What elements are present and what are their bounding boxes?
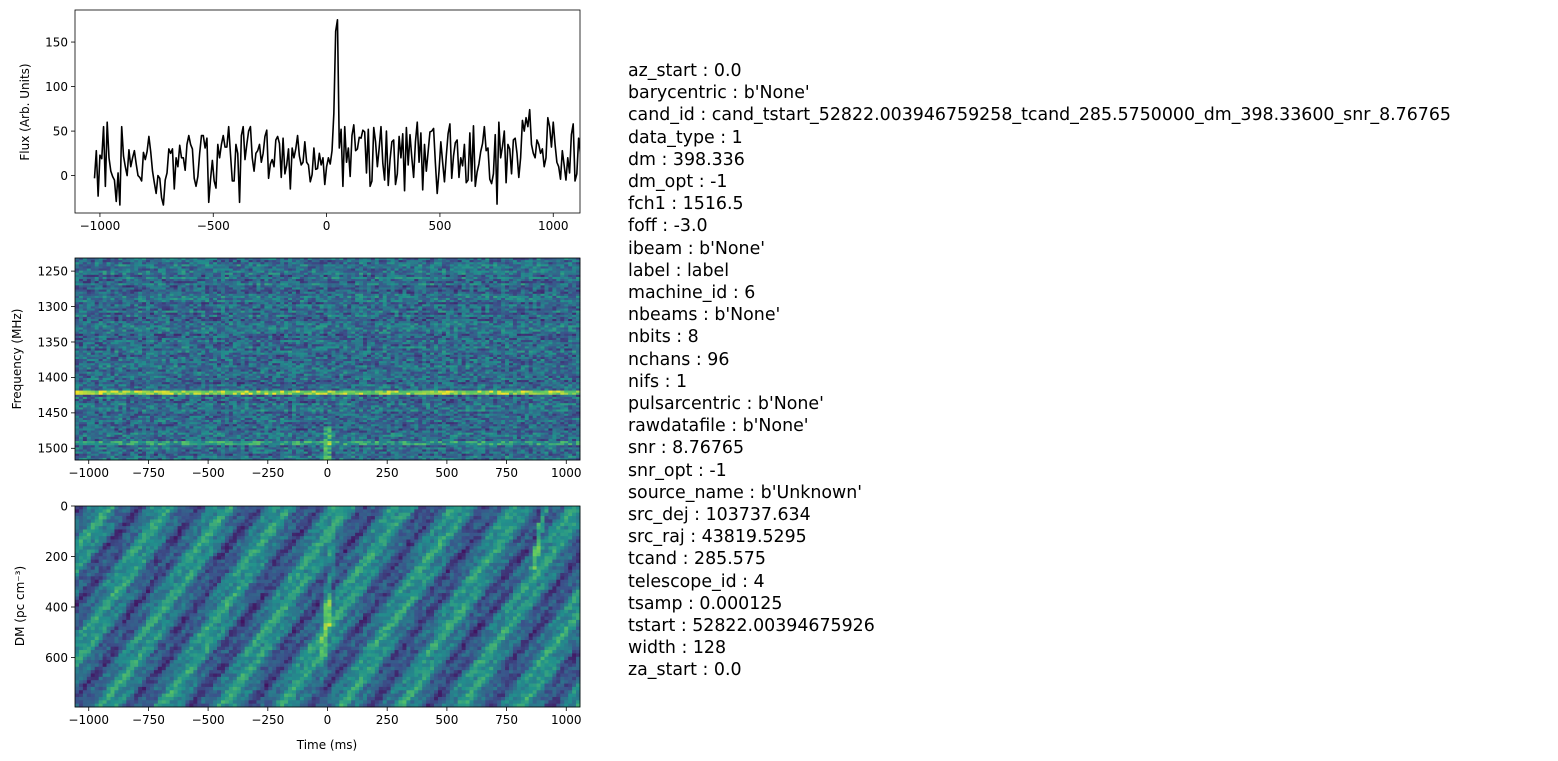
y-tick-label: 1450 (37, 406, 68, 420)
parameter-item: foff : -3.0 (628, 215, 1451, 237)
parameter-item: tcand : 285.575 (628, 548, 1451, 570)
x-tick-label: −250 (251, 713, 284, 727)
x-tick-label: 0 (323, 219, 331, 233)
frequency-y-axis-label: Frequency (MHz) (10, 309, 24, 410)
parameter-item: cand_id : cand_tstart_52822.003946759258… (628, 104, 1451, 126)
profile-y-axis-label: Flux (Arb. Units) (18, 63, 32, 160)
parameter-item: src_raj : 43819.5295 (628, 526, 1451, 548)
x-tick-label: −500 (192, 713, 225, 727)
x-tick-label: −500 (197, 219, 230, 233)
profile-y-ticks: 0 50 100 150 (45, 35, 75, 183)
x-tick-label: 750 (495, 713, 518, 727)
parameter-item: tstart : 52822.00394675926 (628, 615, 1451, 637)
y-tick-label: 400 (45, 600, 68, 614)
parameter-item: snr : 8.76765 (628, 437, 1451, 459)
frequency-y-ticks: 1250 1300 1350 1400 1450 1500 (37, 264, 75, 456)
parameter-item: fch1 : 1516.5 (628, 193, 1451, 215)
y-tick-label: 1400 (37, 371, 68, 385)
x-tick-label: 250 (376, 466, 399, 480)
x-tick-label: 1000 (551, 713, 582, 727)
parameter-item: az_start : 0.0 (628, 60, 1451, 82)
profile-axes-frame (74, 9, 581, 214)
x-tick-label: −1000 (68, 713, 109, 727)
dm-time-heatmap (75, 506, 581, 708)
parameter-item: nchans : 96 (628, 349, 1451, 371)
y-tick-label: 0 (60, 499, 68, 513)
parameter-item: dm : 398.336 (628, 149, 1451, 171)
x-tick-label: −1000 (68, 466, 109, 480)
parameter-item: data_type : 1 (628, 127, 1451, 149)
x-tick-label: 500 (435, 713, 458, 727)
profile-series-line (93, 18, 580, 206)
parameter-item: pulsarcentric : b'None' (628, 393, 1451, 415)
x-tick-label: 0 (324, 713, 332, 727)
y-tick-label: 1250 (37, 264, 68, 278)
y-tick-label: 100 (45, 80, 68, 94)
parameter-item: source_name : b'Unknown' (628, 482, 1451, 504)
y-tick-label: 0 (60, 169, 68, 183)
parameter-item: snr_opt : -1 (628, 460, 1451, 482)
x-tick-label: 1000 (538, 219, 569, 233)
frequency-x-ticks: −1000 −750 −500 −250 0 250 500 750 1000 (68, 460, 582, 480)
dm-x-axis-label: Time (ms) (296, 738, 358, 752)
y-tick-label: 1350 (37, 335, 68, 349)
y-tick-label: 600 (45, 651, 68, 665)
parameter-item: nifs : 1 (628, 371, 1451, 393)
x-tick-label: 500 (435, 466, 458, 480)
x-tick-label: −250 (251, 466, 284, 480)
parameter-item: label : label (628, 260, 1451, 282)
y-tick-label: 150 (45, 35, 68, 49)
profile-plot: −1000 −500 0 500 1000 0 50 100 150 Flux (Arb. U… (18, 9, 581, 233)
x-tick-label: 0 (324, 466, 332, 480)
dm-time-plot: −1000 −750 −500 −250 0 250 500 750 1000 0 200 400 6… (13, 499, 582, 752)
parameter-item: telescope_id : 4 (628, 571, 1451, 593)
parameter-item: nbits : 8 (628, 326, 1451, 348)
parameter-item: tsamp : 0.000125 (628, 593, 1451, 615)
dm-y-axis-label: DM (pc cm⁻³) (13, 566, 27, 646)
parameter-item: machine_id : 6 (628, 282, 1451, 304)
x-tick-label: −500 (192, 466, 225, 480)
parameter-item: width : 128 (628, 637, 1451, 659)
x-tick-label: 500 (428, 219, 451, 233)
parameter-item: dm_opt : -1 (628, 171, 1451, 193)
parameter-item: src_dej : 103737.634 (628, 504, 1451, 526)
dm-y-ticks: 0 200 400 600 (45, 499, 75, 665)
x-tick-label: 750 (495, 466, 518, 480)
parameter-item: barycentric : b'None' (628, 82, 1451, 104)
parameter-item: rawdatafile : b'None' (628, 415, 1451, 437)
candidate-parameters-list: az_start : 0.0 barycentric : b'None' cand_… (628, 60, 1451, 682)
y-tick-label: 1300 (37, 300, 68, 314)
x-tick-label: −750 (132, 713, 165, 727)
frequency-time-heatmap (75, 258, 581, 461)
x-tick-label: 1000 (551, 466, 582, 480)
y-tick-label: 1500 (37, 442, 68, 456)
parameter-item: nbeams : b'None' (628, 304, 1451, 326)
parameter-item: za_start : 0.0 (628, 659, 1451, 681)
x-tick-label: 250 (376, 713, 399, 727)
x-tick-label: −750 (132, 466, 165, 480)
parameter-item: ibeam : b'None' (628, 238, 1451, 260)
x-tick-label: −1000 (80, 219, 121, 233)
y-tick-label: 200 (45, 550, 68, 564)
frequency-time-plot: −1000 −750 −500 −250 0 250 500 750 1000 1250 1300… (10, 257, 582, 480)
profile-x-ticks: −1000 −500 0 500 1000 (80, 213, 569, 233)
y-tick-label: 50 (53, 124, 68, 138)
dm-x-ticks: −1000 −750 −500 −250 0 250 500 750 1000 (68, 707, 582, 727)
